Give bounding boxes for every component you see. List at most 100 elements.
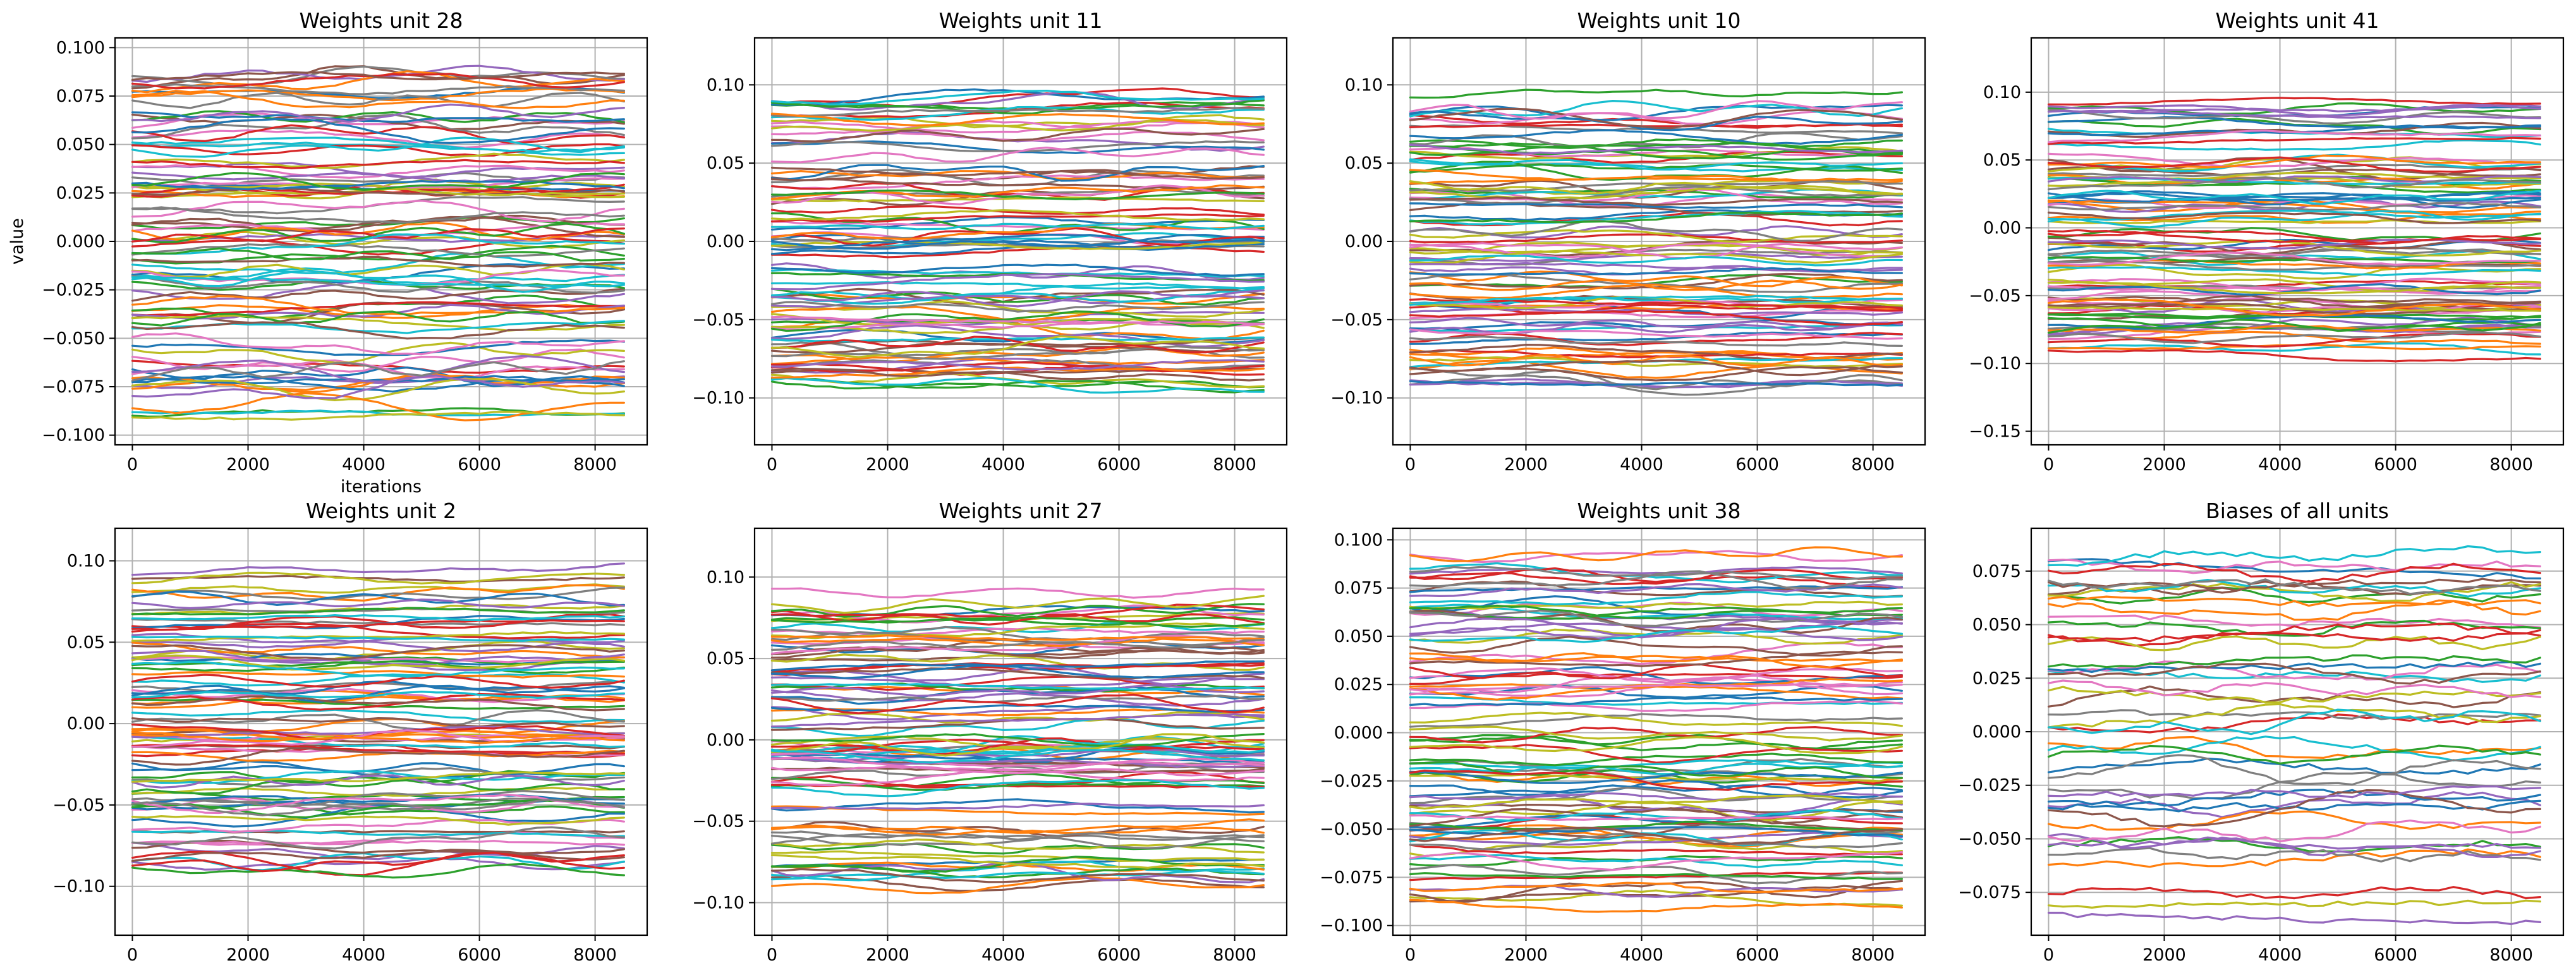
series-line [2047,104,2541,113]
series-line [131,584,625,602]
x-axis-label: iterations [341,477,422,497]
series-line [770,595,1265,614]
series-line [770,821,1265,837]
series-line [131,562,625,576]
series-line [770,818,1265,834]
series-line [131,695,625,712]
y-tick-label: 0.075 [56,87,105,106]
series-line [131,92,625,109]
series-line [2047,318,2541,334]
series-line [131,359,625,380]
x-tick-label: 2000 [1504,455,1548,475]
y-tick-label: 0.00 [1345,232,1383,251]
series-line [770,868,1265,883]
series-line [2047,202,2541,212]
series-line [770,236,1265,249]
series-line [131,65,625,90]
series-line [2047,266,2541,277]
series-line [1409,279,1903,291]
series-line [1409,360,1903,377]
series-line [131,771,625,783]
y-tick-label: 0.050 [1334,627,1383,646]
series-line [770,587,1265,599]
series-line [770,667,1265,680]
series-line [770,634,1265,655]
series-line [1409,787,1903,804]
series-line [1409,899,1903,913]
series-line [2047,579,2541,598]
series-line [1409,794,1903,810]
x-tick-label: 0 [2043,945,2054,965]
series-line [770,164,1265,182]
subplot-4: 0 2000 4000 6000 8000 −0.15 −0.10 −0.05 0.00 0.05… [1969,8,2565,475]
series-line [131,778,625,795]
series-line [2047,238,2541,250]
series-line [131,691,625,699]
y-tick-label: −0.075 [42,377,105,397]
series-line [770,174,1265,190]
series-line [1409,274,1903,288]
y-tick-label: −0.025 [42,281,105,300]
series-line [131,644,625,660]
series-line [1409,753,1903,766]
series-line [2047,157,2541,180]
series-line [131,233,625,255]
series-line [131,110,625,123]
x-tick-label: 4000 [2258,945,2302,965]
series-line [131,276,625,288]
series-line [1409,146,1903,160]
x-tick-label: 0 [2043,455,2054,475]
x-tick-label: 4000 [342,945,386,965]
series-line [1409,820,1903,832]
series-line [1409,809,1903,822]
y-tick-label: −0.025 [1958,776,2021,796]
y-tick-label: −0.05 [692,812,744,832]
series-group [2047,545,2541,926]
series-line [1409,255,1903,267]
y-tick-label: 0.025 [1972,669,2021,688]
series-line [131,760,625,775]
series-line [1409,696,1903,706]
series-line [1409,794,1903,816]
series-line [770,765,1265,777]
y-tick-label: −0.05 [1330,310,1383,330]
series-line [131,314,625,332]
series-line [2047,176,2541,188]
series-line [770,282,1265,300]
series-line [131,590,625,607]
y-tick-label: −0.05 [1969,286,2021,306]
series-line [770,300,1265,318]
series-line [1409,713,1903,728]
y-tick-label: 0.050 [56,135,105,155]
y-tick-label: 0.00 [707,730,744,750]
series-line [770,107,1265,118]
series-line [770,128,1265,143]
x-tick-label: 6000 [2374,455,2417,475]
series-line [1409,177,1903,185]
x-tick-label: 4000 [981,455,1025,475]
series-line [131,321,625,340]
plot-frame [114,527,648,936]
subplot-title: Weights unit 2 [306,499,456,523]
x-tick-label: 2000 [2142,945,2186,965]
x-tick-label: 4000 [1620,945,1663,965]
y-tick-label: 0.10 [67,552,105,571]
series-line [770,377,1265,394]
series-line [131,745,625,758]
series-line [131,717,625,728]
series-line [1409,331,1903,345]
series-line [770,713,1265,728]
series-line [131,310,625,327]
series-line [131,815,625,826]
series-line [131,73,625,90]
x-tick-label: 6000 [1735,945,1779,965]
x-tick-label: 4000 [2258,455,2302,475]
series-line [131,607,625,615]
series-line [131,207,625,224]
series-line [1409,682,1903,693]
series-line [2047,104,2541,117]
y-tick-label: 0.10 [1983,83,2021,102]
series-line [770,166,1265,180]
series-line [1409,600,1903,610]
series-line [131,635,625,642]
